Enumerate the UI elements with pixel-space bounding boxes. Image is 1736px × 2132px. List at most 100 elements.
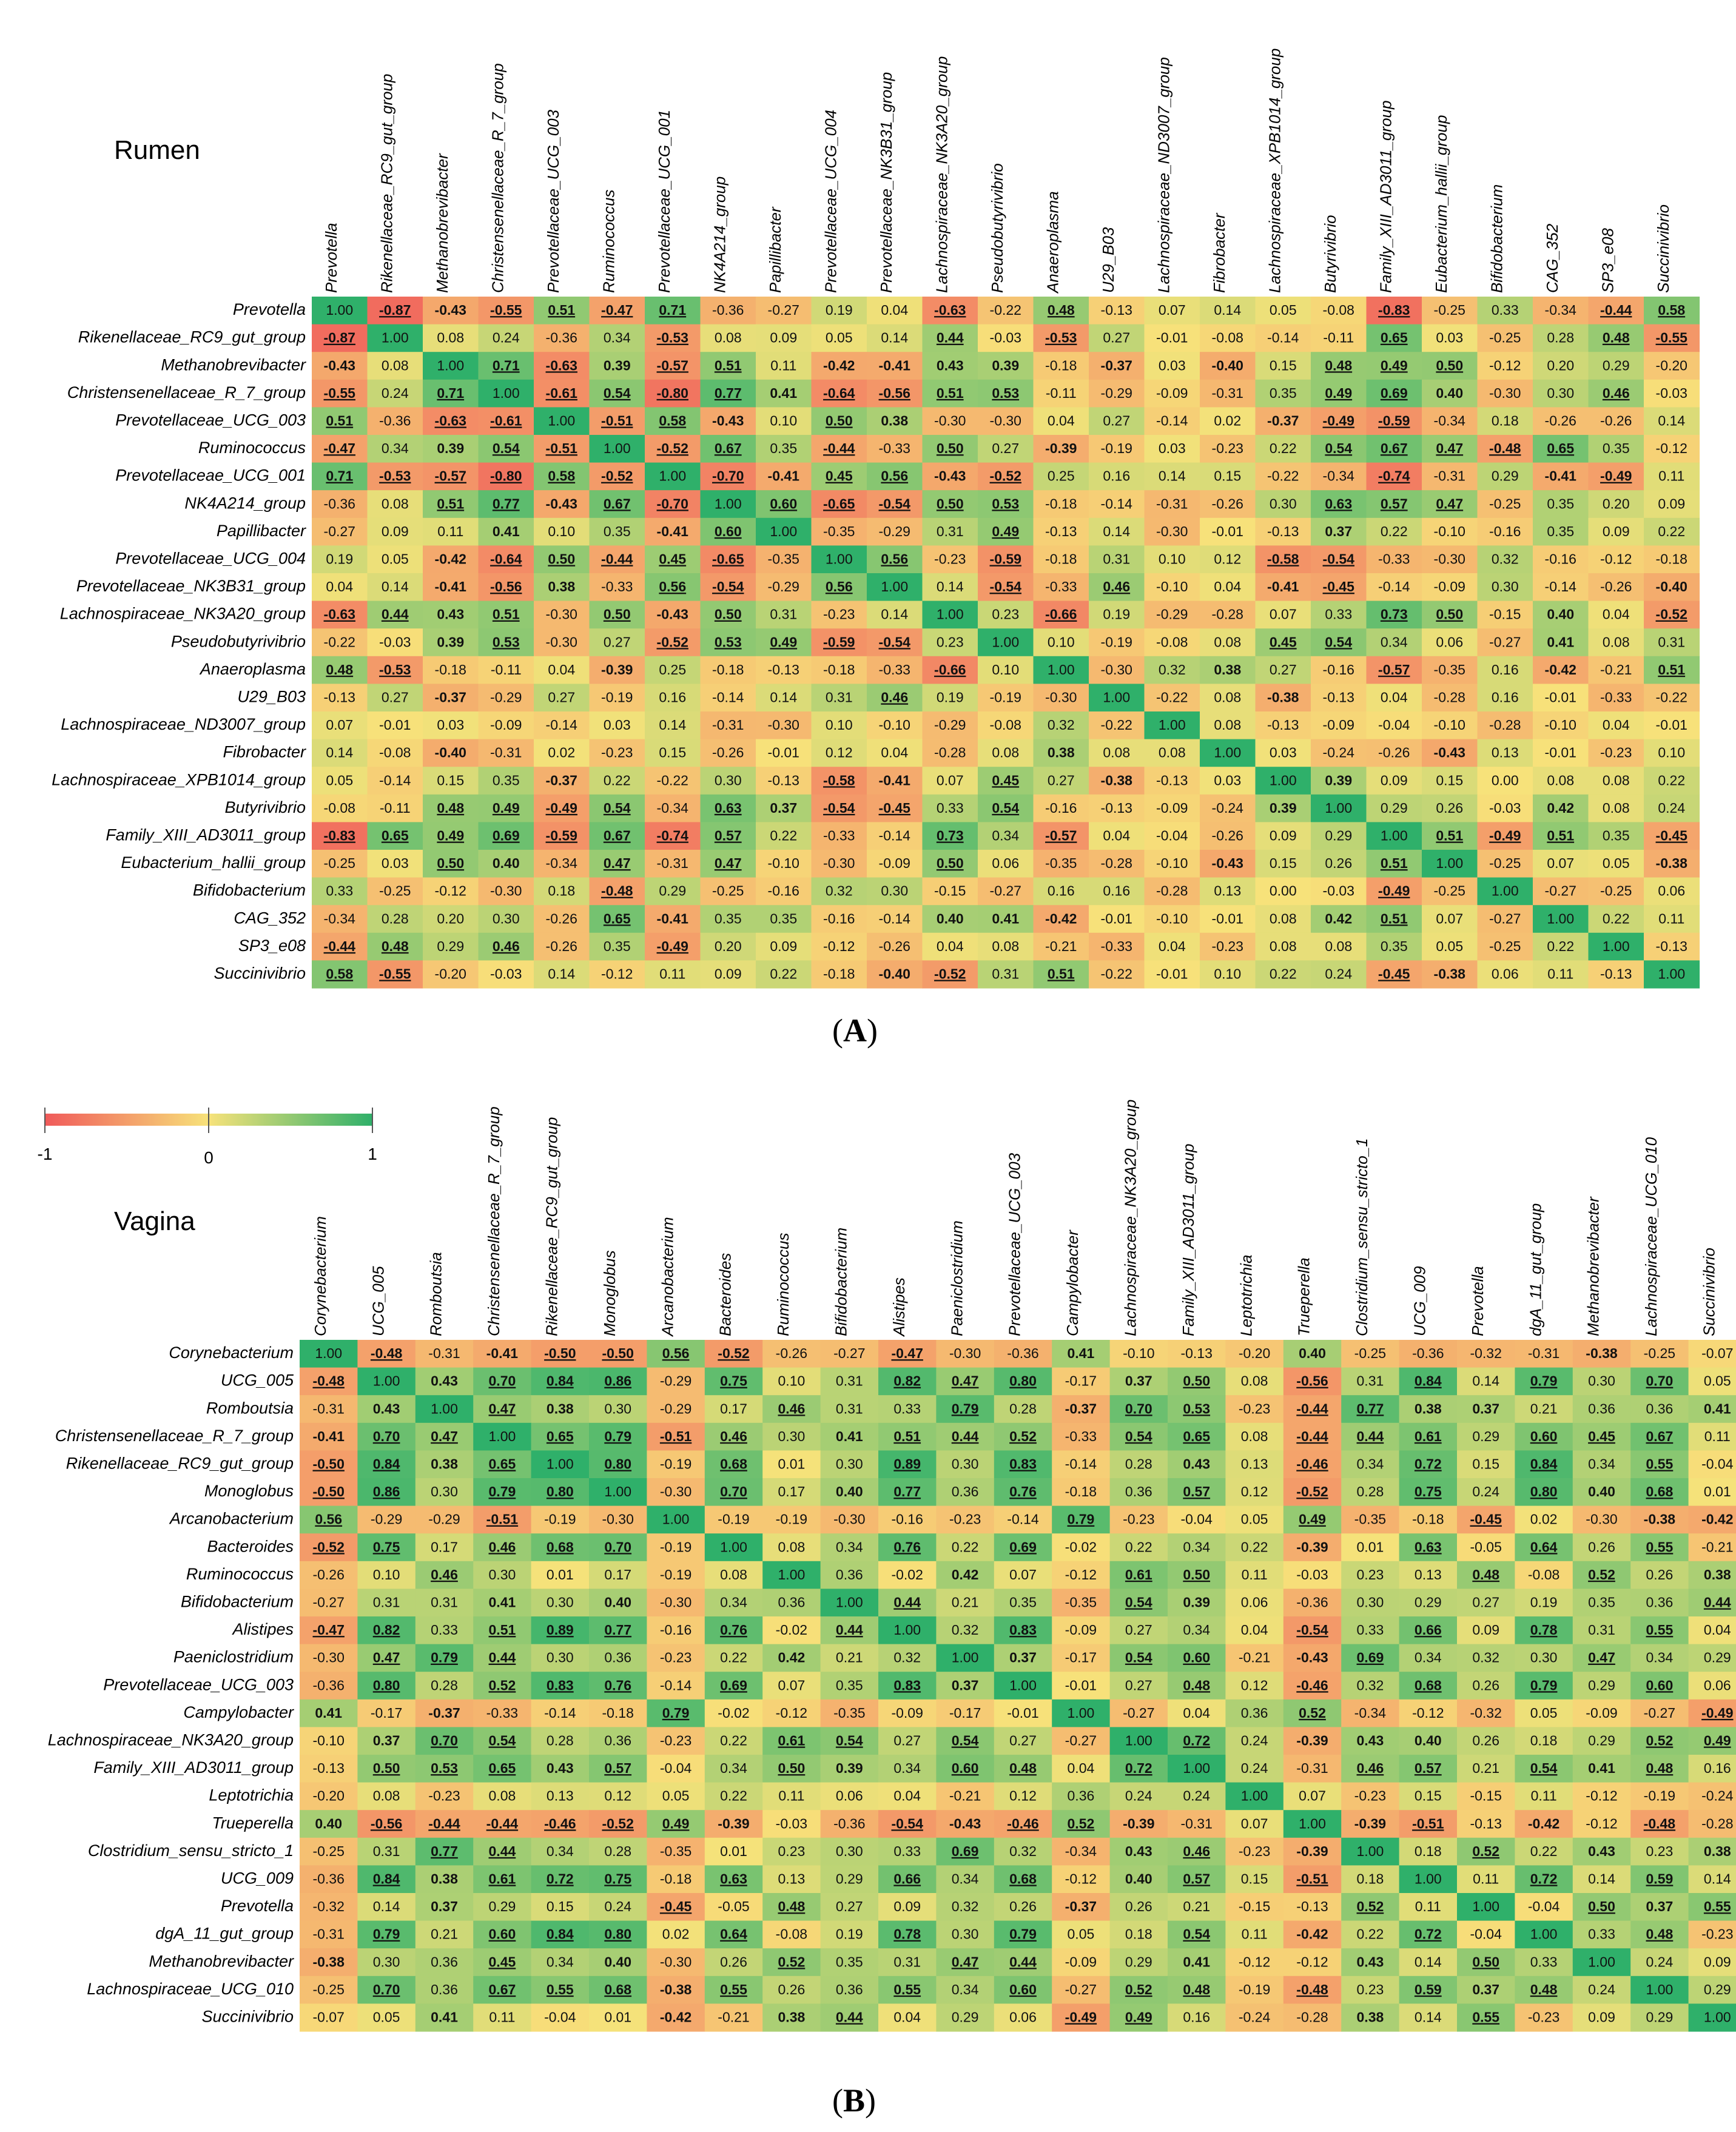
heatmap-cell bbox=[1089, 767, 1145, 795]
cell-value: -0.44 bbox=[428, 1815, 460, 1831]
cell-value: 0.72 bbox=[547, 1871, 574, 1886]
heatmap-cell bbox=[589, 545, 645, 574]
cell-value: -0.33 bbox=[1600, 689, 1632, 705]
cell-value: 0.22 bbox=[1530, 1843, 1558, 1859]
cell-value: 0.76 bbox=[893, 1539, 921, 1555]
cell-value: -0.28 bbox=[1101, 855, 1132, 871]
heatmap-cell bbox=[756, 573, 812, 602]
cell-value: 0.48 bbox=[1048, 302, 1075, 318]
heatmap-cell bbox=[1144, 767, 1200, 795]
cell-value: 0.04 bbox=[326, 579, 353, 594]
cell-value: 0.50 bbox=[937, 440, 964, 456]
cell-value: -0.49 bbox=[1378, 883, 1410, 899]
cell-value: 1.00 bbox=[315, 1345, 342, 1361]
cell-value: -0.29 bbox=[1101, 385, 1132, 401]
cell-value: -0.31 bbox=[490, 745, 522, 761]
cell-value: 0.15 bbox=[1472, 1456, 1499, 1471]
cell-value: 0.48 bbox=[778, 1898, 806, 1914]
cell-value: 0.30 bbox=[493, 910, 520, 926]
row-label: Bacteroides bbox=[207, 1537, 294, 1555]
cell-value: -0.31 bbox=[1434, 468, 1465, 484]
heatmap-cell bbox=[1422, 794, 1478, 822]
cell-value: -0.22 bbox=[1267, 468, 1299, 484]
heatmap-cell bbox=[534, 656, 590, 684]
cell-value: -0.12 bbox=[776, 1705, 807, 1721]
heatmap-cell bbox=[478, 573, 534, 602]
heatmap-cell bbox=[978, 407, 1034, 435]
heatmap-cell bbox=[756, 379, 812, 408]
heatmap-cell bbox=[1200, 545, 1256, 574]
heatmap-cell bbox=[645, 767, 701, 795]
heatmap-cell bbox=[1089, 600, 1145, 629]
heatmap-cell bbox=[478, 739, 534, 767]
heatmap-cell bbox=[700, 435, 756, 463]
row-label: Succinivibrio bbox=[201, 2007, 294, 2025]
heatmap-cell bbox=[645, 517, 701, 546]
cell-value: 0.09 bbox=[1658, 496, 1685, 511]
cell-value: 0.69 bbox=[1009, 1539, 1037, 1555]
cell-value: -0.23 bbox=[660, 1732, 691, 1748]
cell-value: -0.28 bbox=[1296, 2009, 1328, 2025]
cell-value: -0.26 bbox=[1378, 745, 1410, 761]
heatmap-cell bbox=[700, 324, 756, 352]
cell-value: 0.19 bbox=[326, 551, 353, 567]
cell-value: 0.28 bbox=[1125, 1456, 1152, 1471]
heatmap-cell bbox=[534, 739, 590, 767]
heatmap-cell bbox=[1255, 435, 1311, 463]
cell-value: 1.00 bbox=[1068, 1705, 1095, 1721]
cell-value: -0.31 bbox=[1528, 1345, 1559, 1361]
cell-value: 0.35 bbox=[1603, 440, 1630, 456]
cell-value: -0.16 bbox=[768, 883, 799, 899]
cell-value: -0.25 bbox=[712, 883, 744, 899]
cell-value: 0.27 bbox=[1125, 1677, 1152, 1693]
heatmap-cell bbox=[1477, 490, 1533, 519]
cell-value: 0.04 bbox=[881, 745, 908, 761]
cell-value: 0.68 bbox=[1415, 1677, 1442, 1693]
heatmap-cell bbox=[1033, 379, 1089, 408]
heatmap-cell bbox=[756, 600, 812, 629]
cell-value: 0.34 bbox=[1357, 1456, 1384, 1471]
cell-value: 0.04 bbox=[1603, 717, 1630, 733]
cell-value: -0.37 bbox=[435, 689, 466, 705]
heatmap-cell bbox=[645, 407, 701, 435]
cell-value: 0.14 bbox=[548, 966, 575, 981]
heatmap-cell bbox=[1089, 490, 1145, 519]
cell-value: -0.34 bbox=[1354, 1705, 1387, 1721]
cell-value: -0.02 bbox=[718, 1705, 749, 1721]
cell-value: 0.51 bbox=[1436, 827, 1463, 843]
cell-value: -0.22 bbox=[1156, 689, 1188, 705]
cell-value: -0.70 bbox=[712, 468, 744, 484]
cell-value: 0.10 bbox=[770, 412, 797, 428]
cell-value: -0.14 bbox=[1267, 330, 1299, 346]
cell-value: -0.09 bbox=[1434, 579, 1465, 594]
color-legend: -1 0 1 bbox=[38, 1108, 377, 1167]
cell-value: -0.01 bbox=[1545, 745, 1576, 761]
row-label: Clostridium_sensu_stricto_1 bbox=[88, 1841, 294, 1860]
cell-value: -0.25 bbox=[1489, 330, 1521, 346]
cell-value: -0.42 bbox=[1701, 1512, 1733, 1527]
cell-value: -0.35 bbox=[1434, 662, 1465, 678]
cell-value: -0.17 bbox=[1065, 1373, 1097, 1389]
cell-value: -0.10 bbox=[1156, 855, 1188, 871]
cell-value: 0.57 bbox=[715, 827, 742, 843]
heatmap-cell bbox=[1533, 379, 1589, 408]
cell-value: 0.53 bbox=[992, 496, 1019, 511]
cell-value: -0.13 bbox=[1101, 302, 1132, 318]
heatmap-cell bbox=[1644, 600, 1700, 629]
heatmap-cell bbox=[312, 462, 368, 491]
cell-value: -0.30 bbox=[490, 883, 522, 899]
cell-value: 0.73 bbox=[937, 827, 964, 843]
row-label: Lachnospiraceae_NK3A20_group bbox=[60, 605, 306, 623]
caption-b: (B) bbox=[832, 2082, 876, 2119]
cell-value: 0.04 bbox=[1159, 938, 1186, 954]
heatmap-cell bbox=[1311, 490, 1367, 519]
heatmap-cell bbox=[645, 352, 701, 380]
cell-value: -0.45 bbox=[1470, 1512, 1502, 1527]
heatmap-cell bbox=[1422, 684, 1478, 712]
column-label: Arcanobacterium bbox=[658, 1217, 676, 1337]
cell-value: 0.41 bbox=[992, 910, 1019, 926]
cell-value: 0.40 bbox=[1547, 607, 1574, 622]
heatmap-cell bbox=[1255, 517, 1311, 546]
cell-value: 0.26 bbox=[1588, 1539, 1615, 1555]
heatmap-cell bbox=[922, 462, 978, 491]
